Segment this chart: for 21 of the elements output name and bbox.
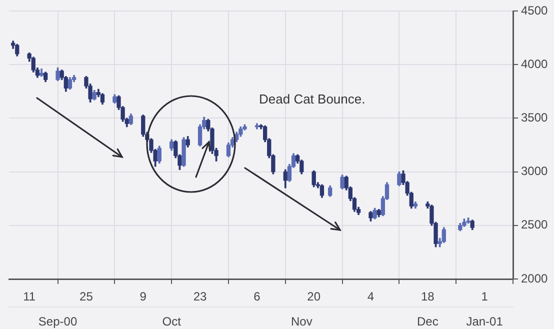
x-tick-label: 9 bbox=[140, 290, 147, 304]
x-tick-label: 25 bbox=[80, 290, 94, 304]
x-tick-label: 18 bbox=[420, 290, 435, 304]
x2-tick-label: Nov bbox=[290, 314, 312, 329]
x-tick-label: 1 bbox=[481, 290, 488, 304]
x2-tick-label: Oct bbox=[162, 314, 182, 329]
x-tick-label: 23 bbox=[193, 290, 208, 304]
x-tick-label: 20 bbox=[307, 290, 321, 304]
x2-tick-label: Dec bbox=[416, 314, 438, 329]
x2-tick-label: Jan-01 bbox=[466, 314, 504, 329]
annotation: Dead Cat Bounce. bbox=[259, 92, 366, 107]
x-tick-label: 11 bbox=[23, 290, 36, 304]
y-tick-label: 2000 bbox=[521, 271, 548, 286]
y-tick-label: 3000 bbox=[521, 164, 548, 178]
y-tick-label: 2500 bbox=[521, 218, 548, 232]
y-tick-label: 4000 bbox=[521, 56, 548, 71]
y-tick-label: 4500 bbox=[521, 3, 548, 18]
x-tick-label: 6 bbox=[254, 290, 261, 304]
x-tick-label: 4 bbox=[367, 290, 374, 304]
x2-tick-label: Sep-00 bbox=[38, 314, 78, 329]
y-tick-label: 3500 bbox=[521, 110, 548, 125]
